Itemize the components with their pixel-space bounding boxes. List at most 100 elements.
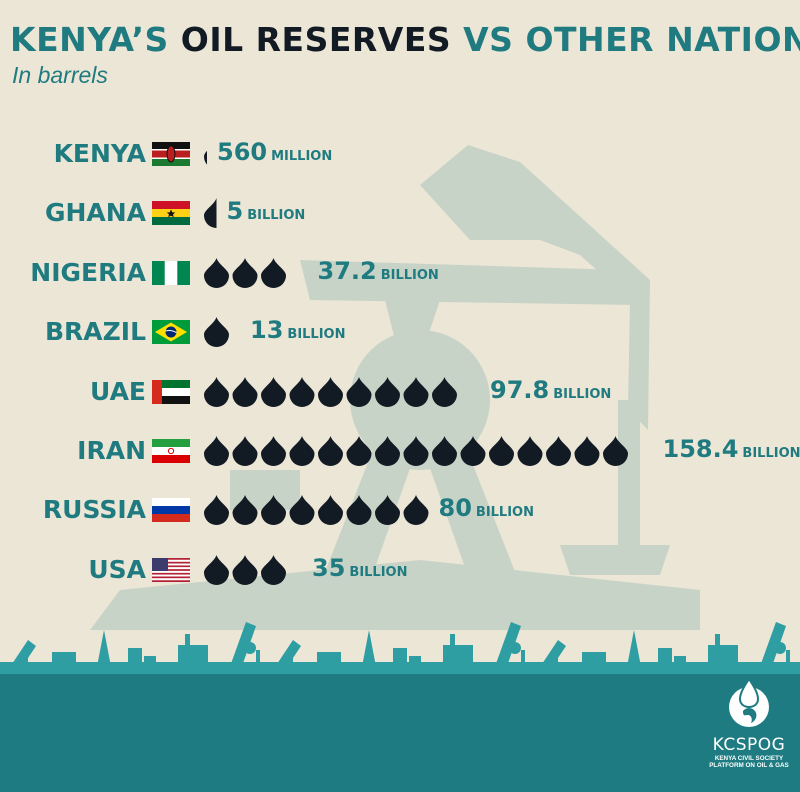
usa-flag-icon <box>152 557 190 582</box>
value-number: 560 <box>217 138 268 166</box>
country-label: GHANA <box>44 198 146 228</box>
chart-subtitle: In barrels <box>12 62 108 88</box>
partial-oil-drop-icon <box>632 436 657 466</box>
oil-drop-icon <box>232 436 258 466</box>
oil-drop-icon <box>261 257 286 288</box>
ghana-flag-icon <box>152 201 190 226</box>
country-label: BRAZIL <box>44 317 146 347</box>
value-unit: BILLION <box>380 267 439 283</box>
value-unit: BILLION <box>742 446 800 461</box>
oil-drop-icon <box>346 436 372 466</box>
value-unit: BILLION <box>475 505 534 521</box>
partial-oil-drop-icon <box>461 377 486 407</box>
oil-drop-icon <box>375 376 400 407</box>
partial-oil-drop-icon <box>204 198 217 229</box>
drop-bar <box>204 150 207 165</box>
value-label: 80 BILLION <box>439 494 535 522</box>
value-label: 560 MILLION <box>217 138 332 166</box>
country-label: IRAN <box>77 436 146 465</box>
drop-bar <box>204 317 229 348</box>
value-unit: BILLION <box>287 327 346 343</box>
logo-line-2: PLATFORM ON OIL & GAS <box>709 762 789 769</box>
country-label: NIGERIA <box>30 257 146 287</box>
country-label: UAE <box>90 376 146 406</box>
footer-band <box>0 672 800 792</box>
oil-drop-icon <box>517 436 543 466</box>
value-number: 80 <box>438 494 472 523</box>
country-label: USA <box>88 554 146 584</box>
oil-drop-icon <box>204 436 229 466</box>
row-ghana: GHANA 5 BILLION <box>0 192 800 232</box>
oil-drop-icon <box>403 436 429 466</box>
drop-bar <box>204 257 286 288</box>
oil-drop-icon <box>261 376 286 407</box>
value-number: 97.8 <box>490 375 550 404</box>
oil-drop-icon <box>232 554 258 585</box>
oil-drop-icon <box>318 376 343 407</box>
nigeria-flag-icon <box>152 260 190 285</box>
oil-drop-icon <box>375 436 400 466</box>
logo-name: KCSPOG <box>712 735 786 755</box>
value-label: 37.2 BILLION <box>318 257 439 285</box>
chart-title: KENYA’S OIL RESERVES VS OTHER NATIONS <box>10 20 800 59</box>
oil-drop-icon <box>289 495 315 526</box>
uae-flag-icon <box>152 379 190 404</box>
oil-drop-icon <box>232 495 258 526</box>
value-number: 158.4 <box>662 435 739 463</box>
oil-drop-icon <box>432 436 457 466</box>
oil-drop-icon <box>204 257 229 288</box>
title-part-1: KENYA’S <box>10 20 181 59</box>
russia-flag-icon <box>152 498 190 523</box>
row-uae: UAE 97.8 BILLION <box>0 371 800 411</box>
row-russia: RUSSIA 80 BILLION <box>0 489 800 529</box>
drop-bar <box>204 376 486 407</box>
oil-drop-icon <box>261 554 286 585</box>
oil-drop-icon <box>232 257 258 288</box>
oil-drop-icon <box>546 436 571 466</box>
brazil-flag-icon <box>152 320 190 345</box>
country-label: RUSSIA <box>42 495 146 525</box>
value-label: 5 BILLION <box>227 197 306 225</box>
title-accent: OIL RESERVES <box>180 20 452 59</box>
oil-drop-icon <box>603 436 628 466</box>
oil-drop-icon <box>403 376 429 407</box>
drop-bar <box>204 436 657 466</box>
drop-bar <box>204 495 429 526</box>
oil-drop-icon <box>346 376 372 407</box>
value-unit: BILLION <box>553 386 612 402</box>
oil-drop-icon <box>289 376 315 407</box>
value-number: 37.2 <box>317 256 377 285</box>
value-number: 13 <box>250 316 284 345</box>
oil-drop-icon <box>289 436 315 466</box>
logo-line-1: KENYA CIVIL SOCIETY <box>714 755 784 762</box>
row-nigeria: NIGERIA 37.2 BILLION <box>0 252 800 292</box>
row-brazil: BRAZIL 13 BILLION <box>0 311 800 351</box>
oil-drop-icon <box>346 495 372 526</box>
kenya-flag-icon <box>152 142 190 166</box>
oil-drop-icon <box>574 436 600 466</box>
oil-drop-icon <box>318 495 343 526</box>
oil-drop-icon <box>261 495 286 526</box>
kcspog-logo: KCSPOG KENYA CIVIL SOCIETY PLATFORM ON O… <box>708 677 790 789</box>
oil-drop-icon <box>204 554 229 585</box>
oil-drop-icon <box>432 376 457 407</box>
value-number: 35 <box>312 553 346 582</box>
kcspog-emblem-icon <box>729 677 769 727</box>
drop-bar <box>204 198 217 229</box>
iran-flag-icon <box>152 439 190 463</box>
partial-oil-drop-icon <box>204 150 207 165</box>
oil-drop-icon <box>489 436 514 466</box>
partial-oil-drop-icon <box>290 555 315 585</box>
oil-drop-icon <box>460 436 486 466</box>
oil-drop-icon <box>204 317 229 348</box>
value-label: 158.4 BILLION <box>663 435 800 463</box>
value-label: 35 BILLION <box>312 554 408 582</box>
value-unit: MILLION <box>271 149 333 164</box>
value-label: 13 BILLION <box>250 316 346 344</box>
title-part-2: VS OTHER NATIONS <box>451 20 800 59</box>
value-unit: BILLION <box>349 564 408 580</box>
oil-drop-icon <box>318 436 343 466</box>
row-iran: IRAN 158.4 BILLION <box>0 430 800 470</box>
oil-drop-icon <box>204 495 229 526</box>
